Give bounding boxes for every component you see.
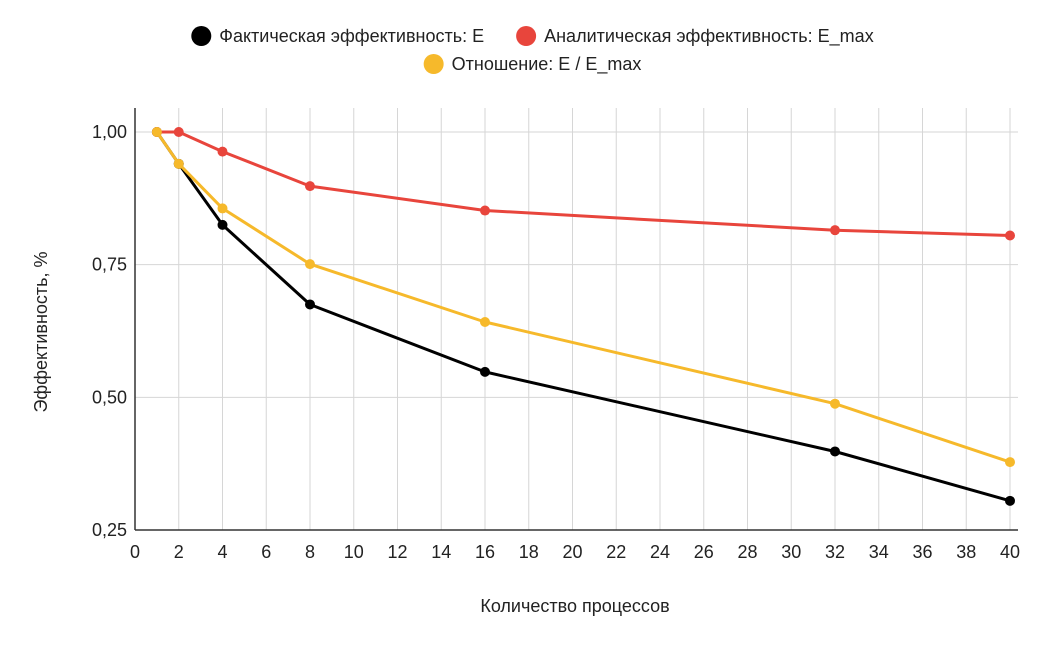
x-tick-label: 6 <box>261 542 271 562</box>
x-tick-label: 18 <box>519 542 539 562</box>
data-point <box>305 181 315 192</box>
data-point <box>217 146 228 157</box>
legend-marker <box>191 26 212 46</box>
series-group <box>151 127 1015 506</box>
data-point <box>173 158 184 169</box>
series-line <box>156 130 1011 237</box>
data-point <box>151 127 162 137</box>
series-1 <box>151 127 1015 506</box>
x-tick-label: 40 <box>1000 542 1020 562</box>
y-tick-label: 0,25 <box>92 520 127 540</box>
legend-label: Фактическая эффективность: E <box>219 26 484 46</box>
x-tick-label: 10 <box>344 542 364 562</box>
series-line <box>155 131 1011 503</box>
x-tick-label: 2 <box>174 542 184 562</box>
x-tick-label: 8 <box>305 542 315 562</box>
data-point <box>1005 230 1015 241</box>
y-tick-label: 1,00 <box>92 122 127 142</box>
series-3 <box>151 127 1015 468</box>
legend-marker <box>423 54 444 74</box>
y-axis-title: Эффективность, % <box>31 251 51 412</box>
data-point <box>305 299 315 310</box>
axes: 0 2 4 6 8 10 12 14 16 18 20 22 24 26 28 30 32 34 36 38 400,2… <box>92 108 1020 562</box>
x-tick-label: 20 <box>562 542 582 562</box>
legend-item: Фактическая эффективность: E <box>191 26 484 46</box>
legend-item: Аналитическая эффективность: E_max <box>516 26 874 47</box>
series-line <box>155 131 1011 464</box>
data-point <box>305 259 315 270</box>
data-point <box>173 127 184 137</box>
data-point <box>830 446 840 457</box>
x-tick-label: 32 <box>825 542 845 562</box>
y-tick-label: 0,75 <box>92 255 127 275</box>
grid <box>135 108 1018 530</box>
x-tick-label: 16 <box>475 542 495 562</box>
data-point <box>1005 495 1015 506</box>
x-axis-title: Количество процессов <box>480 596 669 616</box>
x-tick-label: 14 <box>431 542 451 562</box>
legend-label: Аналитическая эффективность: E_max <box>544 26 874 47</box>
legend-item: Отношение: E / E_max <box>423 54 642 75</box>
data-point <box>480 316 490 327</box>
y-tick-label: 0,50 <box>92 387 127 407</box>
legend-marker <box>516 26 537 46</box>
data-point <box>217 203 228 214</box>
data-point <box>480 205 490 216</box>
x-tick-label: 38 <box>956 542 976 562</box>
x-tick-label: 22 <box>606 542 626 562</box>
x-tick-label: 24 <box>650 542 670 562</box>
x-tick-label: 34 <box>869 542 889 562</box>
legend: Фактическая эффективность: E Аналитическа… <box>191 26 874 75</box>
data-point <box>480 366 490 377</box>
legend-label: Отношение: E / E_max <box>452 54 642 75</box>
x-tick-label: 4 <box>217 542 227 562</box>
data-point <box>830 398 840 409</box>
data-point <box>1005 457 1015 468</box>
x-tick-label: 36 <box>912 542 932 562</box>
x-tick-label: 12 <box>387 542 407 562</box>
x-tick-label: 28 <box>737 542 757 562</box>
x-tick-label: 30 <box>781 542 801 562</box>
data-point <box>830 225 840 236</box>
data-point <box>217 219 228 230</box>
series-2 <box>151 127 1015 241</box>
x-tick-label: 26 <box>694 542 714 562</box>
x-tick-label: 0 <box>130 542 140 562</box>
